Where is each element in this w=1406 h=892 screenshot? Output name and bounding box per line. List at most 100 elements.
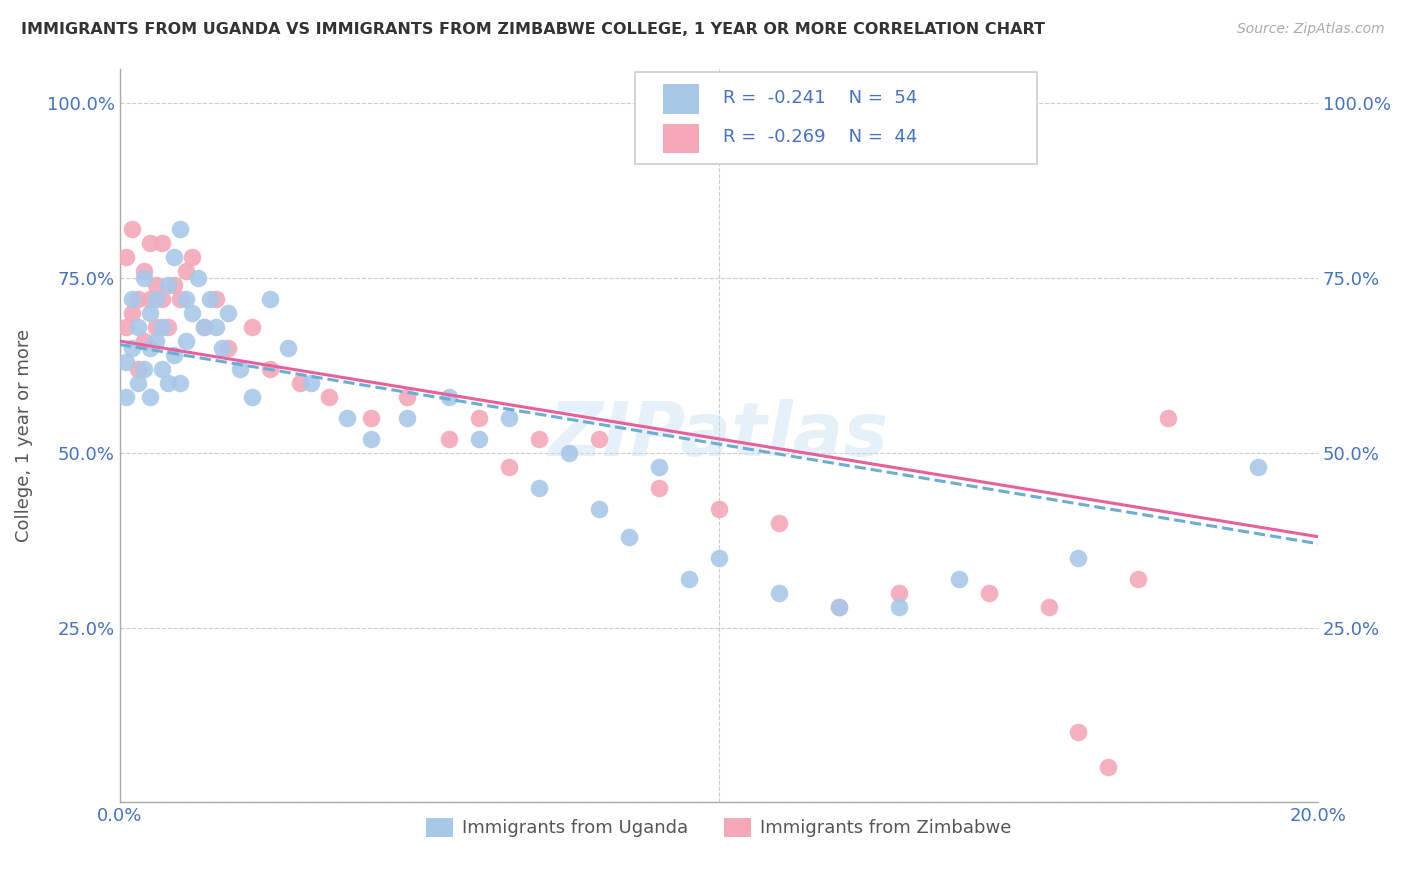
Point bbox=[138, 292, 160, 306]
Point bbox=[276, 341, 298, 355]
Point bbox=[138, 341, 160, 355]
Legend: Immigrants from Uganda, Immigrants from Zimbabwe: Immigrants from Uganda, Immigrants from … bbox=[419, 811, 1019, 845]
Point bbox=[138, 306, 160, 320]
Point bbox=[217, 341, 239, 355]
Point bbox=[558, 446, 581, 460]
Point bbox=[198, 292, 221, 306]
Point bbox=[1157, 411, 1180, 425]
Point bbox=[150, 236, 173, 251]
Point bbox=[498, 459, 520, 474]
Point bbox=[169, 376, 191, 390]
Point bbox=[468, 432, 491, 446]
Point bbox=[150, 292, 173, 306]
FancyBboxPatch shape bbox=[662, 85, 699, 114]
Point bbox=[204, 320, 226, 334]
Point bbox=[180, 250, 202, 264]
Point bbox=[617, 530, 640, 544]
Point bbox=[588, 432, 610, 446]
Point bbox=[169, 222, 191, 236]
Text: ZIPatlas: ZIPatlas bbox=[548, 399, 889, 472]
Point bbox=[678, 572, 700, 586]
Point bbox=[1067, 550, 1090, 565]
Point bbox=[648, 459, 671, 474]
FancyBboxPatch shape bbox=[636, 72, 1036, 164]
Point bbox=[360, 432, 382, 446]
Point bbox=[156, 320, 179, 334]
Point bbox=[228, 362, 250, 376]
Point bbox=[887, 599, 910, 614]
Point bbox=[132, 362, 155, 376]
Point bbox=[163, 348, 186, 362]
Point bbox=[127, 292, 149, 306]
Point bbox=[180, 306, 202, 320]
Point bbox=[121, 341, 143, 355]
Point bbox=[768, 585, 790, 599]
Point bbox=[887, 585, 910, 599]
Point bbox=[1067, 725, 1090, 739]
Text: R =  -0.269    N =  44: R = -0.269 N = 44 bbox=[723, 128, 917, 146]
Point bbox=[127, 362, 149, 376]
Point bbox=[948, 572, 970, 586]
Point bbox=[156, 278, 179, 293]
Point bbox=[138, 390, 160, 404]
Point bbox=[121, 222, 143, 236]
Point bbox=[1247, 459, 1270, 474]
Point bbox=[527, 432, 550, 446]
Point bbox=[193, 320, 215, 334]
Point bbox=[240, 320, 263, 334]
Point bbox=[396, 411, 419, 425]
Point bbox=[828, 599, 851, 614]
Point bbox=[163, 250, 186, 264]
Point bbox=[132, 271, 155, 285]
Point bbox=[156, 376, 179, 390]
Text: IMMIGRANTS FROM UGANDA VS IMMIGRANTS FROM ZIMBABWE COLLEGE, 1 YEAR OR MORE CORRE: IMMIGRANTS FROM UGANDA VS IMMIGRANTS FRO… bbox=[21, 22, 1045, 37]
Point bbox=[360, 411, 382, 425]
Point bbox=[318, 390, 340, 404]
Point bbox=[439, 390, 461, 404]
Point bbox=[588, 501, 610, 516]
Point bbox=[150, 320, 173, 334]
Point bbox=[121, 292, 143, 306]
Point bbox=[127, 376, 149, 390]
Point bbox=[288, 376, 311, 390]
Point bbox=[211, 341, 233, 355]
Point bbox=[240, 390, 263, 404]
Point bbox=[145, 334, 167, 348]
Point bbox=[204, 292, 226, 306]
Point bbox=[138, 236, 160, 251]
Point bbox=[114, 320, 136, 334]
Point bbox=[828, 599, 851, 614]
Point bbox=[707, 501, 730, 516]
Point bbox=[648, 481, 671, 495]
Point bbox=[132, 334, 155, 348]
Point bbox=[259, 362, 281, 376]
Point bbox=[174, 334, 197, 348]
Point bbox=[132, 264, 155, 278]
Point bbox=[145, 278, 167, 293]
Point bbox=[169, 292, 191, 306]
Point bbox=[121, 306, 143, 320]
Point bbox=[1038, 599, 1060, 614]
Point bbox=[145, 292, 167, 306]
Point bbox=[114, 250, 136, 264]
Point bbox=[768, 516, 790, 530]
Point bbox=[336, 411, 359, 425]
Text: R =  -0.241    N =  54: R = -0.241 N = 54 bbox=[723, 89, 917, 107]
Point bbox=[174, 264, 197, 278]
Point bbox=[527, 481, 550, 495]
Y-axis label: College, 1 year or more: College, 1 year or more bbox=[15, 329, 32, 542]
Point bbox=[114, 355, 136, 369]
Point bbox=[187, 271, 209, 285]
Point bbox=[468, 411, 491, 425]
Point bbox=[114, 390, 136, 404]
Point bbox=[193, 320, 215, 334]
Point bbox=[707, 550, 730, 565]
Point bbox=[1097, 760, 1119, 774]
Point bbox=[217, 306, 239, 320]
Point bbox=[259, 292, 281, 306]
Point bbox=[163, 278, 186, 293]
Point bbox=[150, 362, 173, 376]
FancyBboxPatch shape bbox=[662, 124, 699, 153]
Point bbox=[1128, 572, 1150, 586]
Point bbox=[127, 320, 149, 334]
